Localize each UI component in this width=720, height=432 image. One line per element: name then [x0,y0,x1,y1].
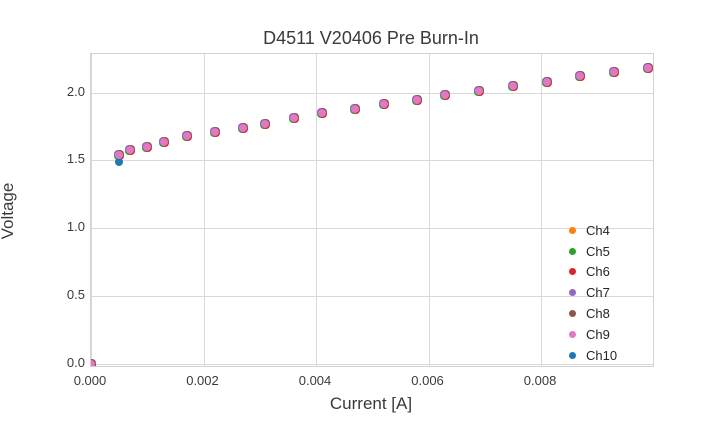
y-tick-label: 0.5 [66,286,85,302]
data-point-ch9 [126,145,135,154]
data-point-ch9 [413,95,422,104]
legend-label: Ch9 [586,326,610,342]
x-tick-label: 0.004 [298,373,332,388]
legend-swatch-icon [569,330,576,338]
legend-item-ch7: Ch7 [569,282,617,303]
gridline-x [316,54,318,366]
gridline-x [428,54,430,366]
data-point-ch9 [475,87,484,96]
gridline-x [203,54,205,366]
gridline-y [91,160,653,162]
data-point-ch9 [542,77,551,86]
data-point-ch9 [576,72,585,81]
data-point-ch9 [643,64,652,73]
data-point-ch10 [115,157,124,166]
legend-item-ch9: Ch9 [569,324,617,345]
legend-label: Ch7 [586,285,610,301]
data-point-ch9 [508,81,517,90]
legend-item-ch5: Ch5 [569,241,617,262]
x-axis-label: Current [A] [329,394,413,413]
data-point-ch9 [441,91,450,100]
legend-swatch-icon [569,268,576,276]
gridline-y [91,92,653,94]
data-point-ch9 [289,114,298,123]
gridline-y [91,295,653,297]
data-point-ch9 [143,142,152,151]
y-tick-label: 2.0 [66,83,85,99]
legend-item-ch6: Ch6 [569,262,617,283]
data-point-ch9 [379,99,388,108]
x-tick-label: 0.000 [73,373,107,388]
data-point-ch9 [261,119,270,128]
legend-swatch-icon [569,351,576,359]
legend-swatch-icon [569,310,576,318]
gridline-y [91,363,653,365]
data-point-ch9 [115,151,124,160]
data-point-ch9 [610,68,619,77]
y-tick-label: 1.0 [66,219,85,235]
legend-label: Ch5 [586,243,610,259]
gridline-x [541,54,543,366]
data-point-ch9 [210,128,219,137]
legend-label: Ch4 [586,222,610,238]
legend-label: Ch10 [586,347,618,363]
data-point-ch9 [160,137,169,146]
data-point-ch9 [317,109,326,118]
plot-area: Ch4 Ch5 Ch6 Ch7 Ch8 Ch9 Ch10 [90,53,654,367]
legend-item-ch4: Ch4 [569,220,617,241]
legend-label: Ch6 [586,264,610,280]
data-point-ch9 [182,132,191,141]
legend-swatch-icon [569,226,576,234]
legend-item-ch10: Ch10 [569,345,617,366]
legend-swatch-icon [569,289,576,297]
data-point-ch9 [91,359,95,366]
legend-swatch-icon [569,247,576,255]
x-tick-label: 0.006 [411,373,444,388]
y-axis-label: Voltage [0,182,17,240]
legend: Ch4 Ch5 Ch6 Ch7 Ch8 Ch9 Ch10 [569,220,617,366]
data-point-ch9 [238,123,247,132]
chart-title: D4511 V20406 Pre Burn-In [263,28,479,48]
y-tick-label: 0.0 [66,354,85,370]
legend-label: Ch8 [586,306,610,322]
y-tick-label: 1.5 [66,151,85,167]
gridline-y [91,228,653,230]
x-tick-label: 0.002 [186,373,219,388]
x-tick-label: 0.008 [523,373,557,388]
data-point-ch9 [351,105,360,113]
legend-item-ch8: Ch8 [569,303,617,324]
gridline-x [91,54,92,366]
